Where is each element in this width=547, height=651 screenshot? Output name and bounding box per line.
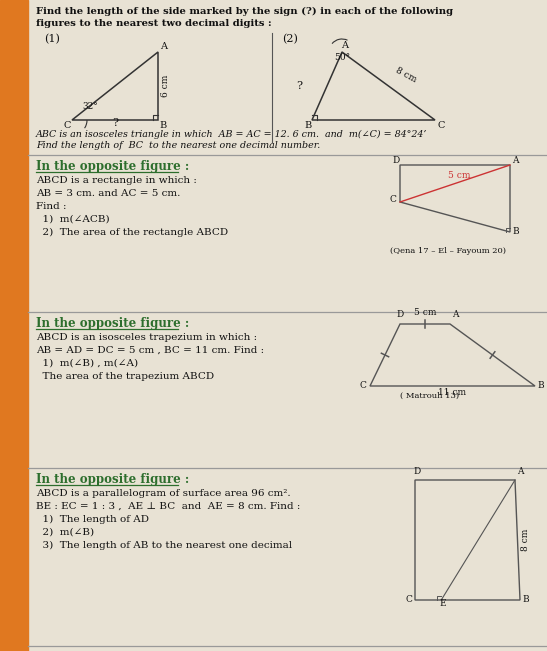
Text: B: B	[159, 121, 166, 130]
Text: (1): (1)	[44, 34, 60, 44]
Text: C: C	[437, 121, 444, 130]
Text: 8 cm: 8 cm	[394, 66, 418, 84]
Text: figures to the nearest two decimal digits :: figures to the nearest two decimal digit…	[36, 19, 272, 28]
Text: B: B	[522, 595, 528, 604]
Text: B: B	[537, 381, 544, 390]
Text: ABCD is a rectangle in which :: ABCD is a rectangle in which :	[36, 176, 197, 185]
Text: In the opposite figure :: In the opposite figure :	[36, 473, 189, 486]
Text: A: A	[160, 42, 167, 51]
Text: Find the length of  BC  to the nearest one decimal number.: Find the length of BC to the nearest one…	[36, 141, 320, 150]
Text: 11 cm: 11 cm	[439, 388, 467, 397]
Text: AB = 3 cm. and AC = 5 cm.: AB = 3 cm. and AC = 5 cm.	[36, 189, 181, 198]
Text: ABC is an isosceles triangle in which  AB = AC = 12. 6 cm.  and  m(∠C) = 84°24’: ABC is an isosceles triangle in which AB…	[36, 130, 427, 139]
Bar	[0, 0, 28, 651]
Text: ABCD is an isosceles trapezium in which :: ABCD is an isosceles trapezium in which …	[36, 333, 257, 342]
Text: B: B	[512, 227, 519, 236]
Text: 1)  m(∠ACB): 1) m(∠ACB)	[36, 215, 109, 224]
Text: 2)  m(∠B): 2) m(∠B)	[36, 528, 94, 537]
Text: 3)  The length of AB to the nearest one decimal: 3) The length of AB to the nearest one d…	[36, 541, 292, 550]
Text: The area of the trapezium ABCD: The area of the trapezium ABCD	[36, 372, 214, 381]
Text: A: A	[341, 41, 348, 50]
Text: D: D	[392, 156, 399, 165]
Text: Find the length of the side marked by the sign (?) in each of the following: Find the length of the side marked by th…	[36, 7, 453, 16]
Text: ?: ?	[296, 81, 302, 91]
Text: ( Matrouh 13): ( Matrouh 13)	[400, 392, 459, 400]
Text: A: A	[512, 156, 519, 165]
Text: (Qena 17 – El – Fayoum 20): (Qena 17 – El – Fayoum 20)	[390, 247, 506, 255]
Text: C: C	[405, 595, 412, 604]
Text: B: B	[304, 121, 311, 130]
Text: 5 cm: 5 cm	[448, 171, 470, 180]
Text: (2): (2)	[282, 34, 298, 44]
Text: D: D	[413, 467, 420, 476]
Text: BE : EC = 1 : 3 ,  AE ⊥ BC  and  AE = 8 cm. Find :: BE : EC = 1 : 3 , AE ⊥ BC and AE = 8 cm.…	[36, 502, 300, 511]
Text: E: E	[439, 599, 446, 608]
Text: C: C	[360, 381, 367, 390]
Text: 32°: 32°	[82, 102, 98, 111]
Text: A: A	[517, 467, 523, 476]
Text: 5 cm: 5 cm	[414, 308, 437, 317]
Text: 2)  The area of the rectangle ABCD: 2) The area of the rectangle ABCD	[36, 228, 228, 237]
Text: C: C	[390, 195, 397, 204]
Text: A: A	[452, 310, 458, 319]
Text: C: C	[64, 121, 71, 130]
Text: In the opposite figure :: In the opposite figure :	[36, 317, 189, 330]
Text: 1)  The length of AD: 1) The length of AD	[36, 515, 149, 524]
Text: 6 cm: 6 cm	[161, 75, 171, 97]
Text: ?: ?	[112, 118, 118, 128]
Text: In the opposite figure :: In the opposite figure :	[36, 160, 189, 173]
Text: 8 cm: 8 cm	[521, 529, 529, 551]
Text: Find :: Find :	[36, 202, 67, 211]
Text: ABCD is a parallelogram of surface area 96 cm².: ABCD is a parallelogram of surface area …	[36, 489, 290, 498]
Text: 50°: 50°	[334, 53, 350, 62]
Text: D: D	[396, 310, 403, 319]
Text: 1)  m(∠B) , m(∠A): 1) m(∠B) , m(∠A)	[36, 359, 138, 368]
Text: AB = AD = DC = 5 cm , BC = 11 cm. Find :: AB = AD = DC = 5 cm , BC = 11 cm. Find :	[36, 346, 264, 355]
